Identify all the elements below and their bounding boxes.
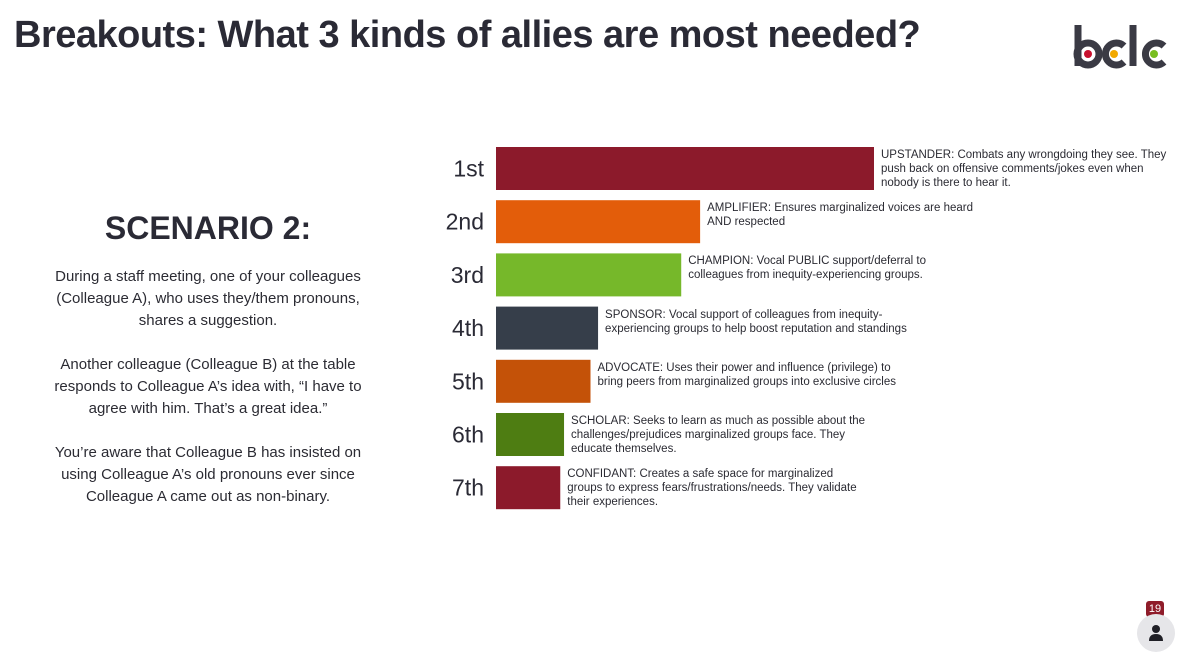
rank-label: 6th xyxy=(452,422,484,448)
bar-3rd xyxy=(496,253,682,297)
bar-description: SPONSOR: Vocal support of colleagues fro… xyxy=(605,308,907,335)
bar-description: UPSTANDER: Combats any wrongdoing they s… xyxy=(881,149,1167,189)
bclc-logo: bclc xyxy=(1073,25,1167,69)
rank-label: 7th xyxy=(452,475,484,501)
page-title: Breakouts: What 3 kinds of allies are mo… xyxy=(14,14,921,56)
presenter-button[interactable] xyxy=(1137,614,1175,652)
logo-dot-red xyxy=(1084,50,1092,58)
bar-description: SCHOLAR: Seeks to learn as much as possi… xyxy=(571,415,866,455)
logo-dot-green xyxy=(1150,50,1158,58)
rank-label: 3rd xyxy=(451,262,484,288)
bar-description: AMPLIFIER: Ensures marginalized voices a… xyxy=(707,202,974,229)
bar-description: CONFIDANT: Creates a safe space for marg… xyxy=(567,468,857,509)
rank-label: 1st xyxy=(453,156,484,182)
bar-6th xyxy=(496,413,565,456)
bar-4th xyxy=(496,306,599,350)
scenario-description: During a staff meeting, one of your coll… xyxy=(52,266,364,530)
scenario-paragraph: Another colleague (Colleague B) at the t… xyxy=(54,356,362,417)
bar-2nd xyxy=(496,200,701,244)
bar-description: ADVOCATE: Uses their power and influence… xyxy=(597,361,897,388)
bar-1st xyxy=(496,147,874,190)
logo-dot-orange xyxy=(1110,50,1118,58)
bar-5th xyxy=(496,359,591,403)
rank-label: 5th xyxy=(452,368,484,394)
rank-label: 4th xyxy=(452,315,484,341)
bar-7th xyxy=(496,466,561,510)
scenario-heading: SCENARIO 2: xyxy=(104,210,312,246)
logo-wordmark xyxy=(1073,25,1167,69)
slide-number-badge: 19 xyxy=(1146,601,1164,617)
bar-description: CHAMPION: Vocal PUBLIC support/deferral … xyxy=(688,255,926,282)
scenario-paragraph: You’re aware that Colleague B has insist… xyxy=(54,444,362,505)
rank-label: 2nd xyxy=(446,209,484,235)
scenario-paragraph: During a staff meeting, one of your coll… xyxy=(55,268,361,329)
person-icon xyxy=(1149,625,1163,641)
